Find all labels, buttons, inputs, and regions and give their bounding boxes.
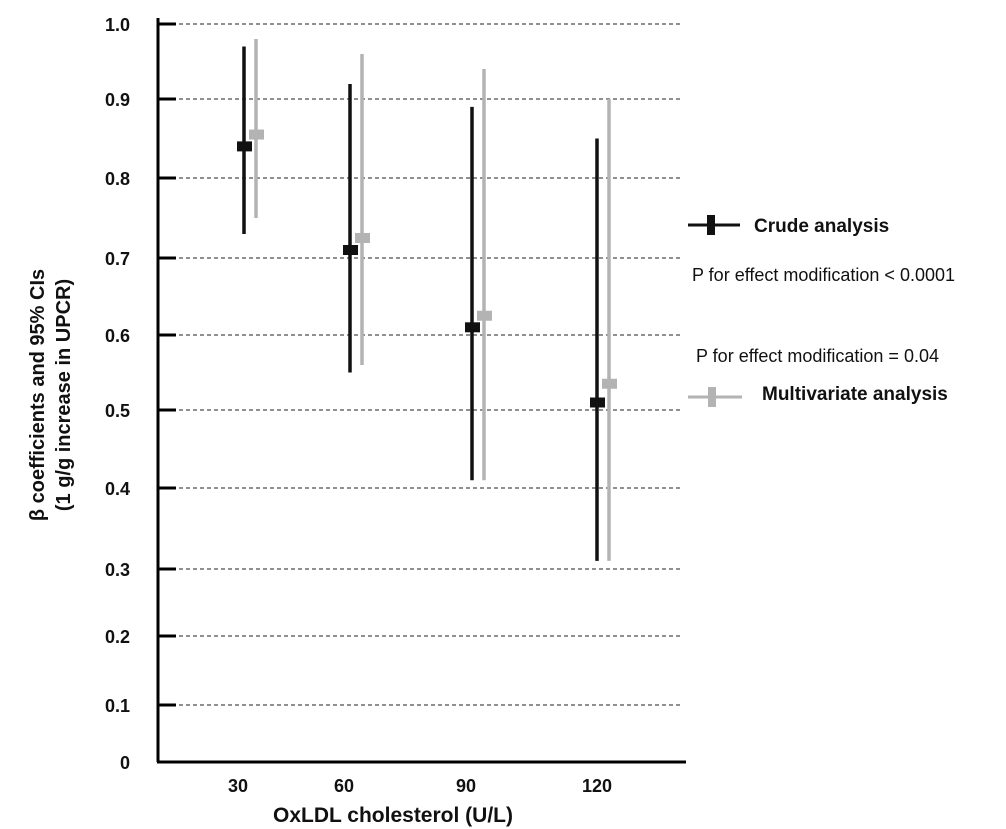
y-tick-label: 0.1 [105, 696, 130, 716]
x-tick-label: 120 [582, 776, 612, 796]
point-estimate [355, 233, 370, 243]
y-axis-title-line2: (1 g/g increase in UPCR) [53, 279, 75, 511]
legend-multi-swatch [688, 387, 742, 407]
error-bars [237, 39, 617, 561]
axes [156, 18, 686, 764]
point-estimate [249, 129, 264, 140]
point-estimate [465, 322, 480, 333]
x-tick-label: 30 [228, 776, 248, 796]
y-axis-title-group: β coefficients and 95% CIs (1 g/g increa… [27, 269, 75, 521]
y-tick-label: 0 [120, 753, 130, 773]
point-estimate [602, 378, 617, 389]
x-tick-labels: 30 60 90 120 [228, 776, 612, 796]
point-estimate [590, 397, 605, 408]
legend-multi-p-value: P for effect modification = 0.04 [696, 346, 939, 366]
y-tick-label: 0.6 [105, 326, 130, 346]
y-tick-label: 0.8 [105, 169, 130, 189]
legend-crude-p-value: P for effect modification < 0.0001 [692, 265, 955, 285]
y-tick-label: 0.4 [105, 479, 130, 499]
y-tick-label: 0.9 [105, 90, 130, 110]
y-tick-label: 0.2 [105, 627, 130, 647]
y-tick-label: 0.5 [105, 401, 130, 421]
y-axis-title-line1: β coefficients and 95% CIs [27, 269, 49, 521]
legend-multi-label: Multivariate analysis [762, 384, 948, 405]
point-estimate [477, 310, 492, 321]
y-tick-label: 0.7 [105, 249, 130, 269]
x-tick-label: 90 [456, 776, 476, 796]
point-estimate [237, 141, 252, 152]
grid-lines [158, 22, 682, 707]
y-tick-label: 1.0 [105, 15, 130, 35]
y-tick-label: 0.3 [105, 560, 130, 580]
legend-crude-label: Crude analysis [754, 216, 889, 237]
legend: Crude analysis P for effect modification… [688, 215, 955, 407]
series-multivariate [249, 39, 617, 561]
series-crude [237, 46, 605, 561]
y-tick-labels: 0 0.1 0.2 0.3 0.4 0.5 0.6 0.7 0.8 0.9 1.0 [105, 15, 130, 773]
legend-crude-swatch [688, 215, 740, 235]
point-estimate [343, 245, 358, 255]
x-axis-title: OxLDL cholesterol (U/L) [273, 804, 513, 827]
x-tick-label: 60 [334, 776, 354, 796]
